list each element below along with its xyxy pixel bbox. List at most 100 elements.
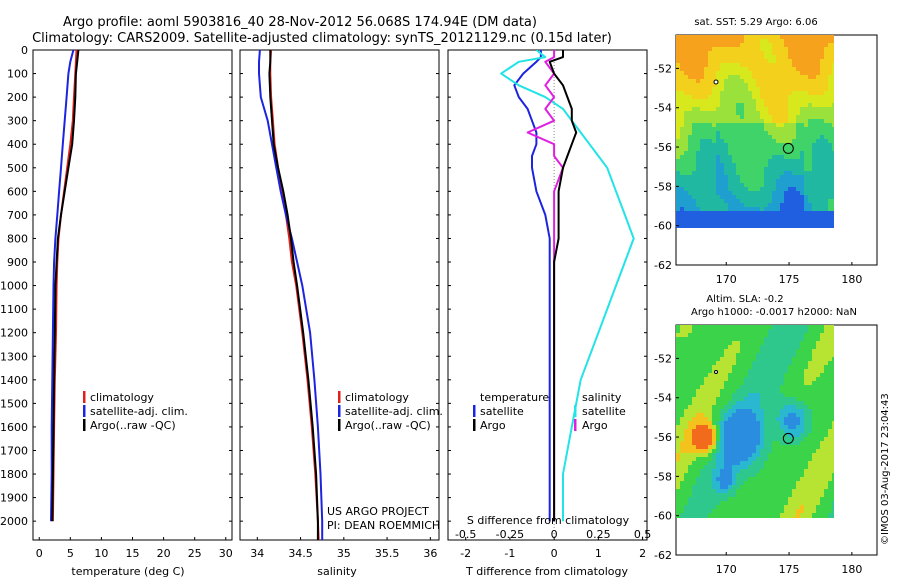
heatmap-cell bbox=[804, 211, 809, 216]
heatmap-cell bbox=[772, 167, 777, 172]
heatmap-cell bbox=[824, 79, 829, 84]
heatmap-cell bbox=[708, 437, 713, 442]
heatmap-cell bbox=[676, 441, 681, 446]
heatmap-cell bbox=[752, 219, 757, 224]
heatmap-cell bbox=[796, 167, 801, 172]
heatmap-cell bbox=[768, 111, 773, 116]
heatmap-cell bbox=[788, 505, 793, 510]
heatmap-cell bbox=[724, 179, 729, 184]
heatmap-cell bbox=[784, 195, 789, 200]
heatmap-cell bbox=[732, 191, 737, 196]
heatmap-cell bbox=[784, 79, 789, 84]
heatmap-cell bbox=[752, 147, 757, 152]
heatmap-cell bbox=[756, 453, 761, 458]
heatmap-cell bbox=[788, 135, 793, 140]
heatmap-cell bbox=[708, 325, 713, 330]
x-tick-label: 0 bbox=[551, 547, 558, 560]
heatmap-cell bbox=[728, 119, 733, 124]
heatmap-cell bbox=[716, 107, 721, 112]
heatmap-cell bbox=[684, 119, 689, 124]
heatmap-cell bbox=[728, 413, 733, 418]
heatmap-cell bbox=[812, 111, 817, 116]
heatmap-cell bbox=[828, 477, 833, 482]
heatmap-cell bbox=[724, 195, 729, 200]
heatmap-cell bbox=[732, 325, 737, 330]
heatmap-cell bbox=[800, 43, 805, 48]
heatmap-cell bbox=[800, 151, 805, 156]
heatmap-cell bbox=[696, 199, 701, 204]
heatmap-cell bbox=[796, 353, 801, 358]
heatmap-cell bbox=[800, 493, 805, 498]
heatmap-cell bbox=[732, 91, 737, 96]
heatmap-cell bbox=[792, 87, 797, 92]
heatmap-cell bbox=[824, 481, 829, 486]
heatmap-cell bbox=[740, 353, 745, 358]
heatmap-cell bbox=[796, 417, 801, 422]
heatmap-cell bbox=[704, 67, 709, 72]
heatmap-cell bbox=[796, 341, 801, 346]
heatmap-cell bbox=[724, 441, 729, 446]
heatmap-cell bbox=[708, 107, 713, 112]
heatmap-cell bbox=[696, 425, 701, 430]
heatmap-cell bbox=[776, 393, 781, 398]
heatmap-cell bbox=[812, 353, 817, 358]
heatmap-cell bbox=[792, 159, 797, 164]
heatmap-cell bbox=[812, 357, 817, 362]
heatmap-cell bbox=[832, 195, 834, 200]
heatmap-cell bbox=[760, 377, 765, 382]
heatmap-cell bbox=[684, 489, 689, 494]
heatmap-cell bbox=[740, 453, 745, 458]
heatmap-cell bbox=[740, 111, 745, 116]
heatmap-cell bbox=[804, 83, 809, 88]
heatmap-cell bbox=[680, 429, 685, 434]
heatmap-cell bbox=[752, 377, 757, 382]
heatmap-cell bbox=[708, 449, 713, 454]
heatmap-cell bbox=[696, 385, 701, 390]
heatmap-cell bbox=[776, 167, 781, 172]
heatmap-cell bbox=[716, 425, 721, 430]
heatmap-cell bbox=[740, 199, 745, 204]
heatmap-cell bbox=[804, 377, 809, 382]
heatmap-cell bbox=[684, 115, 689, 120]
heatmap-cell bbox=[740, 139, 745, 144]
heatmap-cell bbox=[724, 187, 729, 192]
heatmap-cell bbox=[700, 55, 705, 60]
heatmap-cell bbox=[792, 115, 797, 120]
heatmap-cell bbox=[700, 167, 705, 172]
heatmap-cell bbox=[812, 51, 817, 56]
heatmap-cell bbox=[692, 393, 697, 398]
heatmap-cell bbox=[808, 215, 813, 220]
heatmap-cell bbox=[760, 207, 765, 212]
heatmap-cell bbox=[772, 95, 777, 100]
heatmap-cell bbox=[760, 39, 765, 44]
heatmap-cell bbox=[728, 357, 733, 362]
heatmap-cell bbox=[812, 35, 817, 40]
heatmap-cell bbox=[696, 361, 701, 366]
heatmap-cell bbox=[700, 59, 705, 64]
heatmap-cell bbox=[796, 477, 801, 482]
heatmap-cell bbox=[756, 223, 761, 228]
heatmap-cell bbox=[732, 127, 737, 132]
heatmap-cell bbox=[800, 349, 805, 354]
heatmap-cell bbox=[732, 433, 737, 438]
heatmap-cell bbox=[808, 67, 813, 72]
heatmap-cell bbox=[732, 51, 737, 56]
heatmap-cell bbox=[780, 353, 785, 358]
heatmap-cell bbox=[760, 501, 765, 506]
heatmap-cell bbox=[764, 91, 769, 96]
heatmap-cell bbox=[676, 345, 681, 350]
heatmap-cell bbox=[692, 365, 697, 370]
heatmap-cell bbox=[716, 417, 721, 422]
heatmap-cell bbox=[772, 131, 777, 136]
heatmap-cell bbox=[780, 187, 785, 192]
heatmap-cell bbox=[692, 135, 697, 140]
heatmap-cell bbox=[756, 409, 761, 414]
heatmap-cell bbox=[816, 119, 821, 124]
heatmap-cell bbox=[684, 369, 689, 374]
heatmap-cell bbox=[692, 421, 697, 426]
heatmap-cell bbox=[696, 393, 701, 398]
x-tick-label: 5 bbox=[67, 547, 74, 560]
heatmap-cell bbox=[796, 453, 801, 458]
heatmap-cell bbox=[780, 91, 785, 96]
heatmap-cell bbox=[780, 171, 785, 176]
